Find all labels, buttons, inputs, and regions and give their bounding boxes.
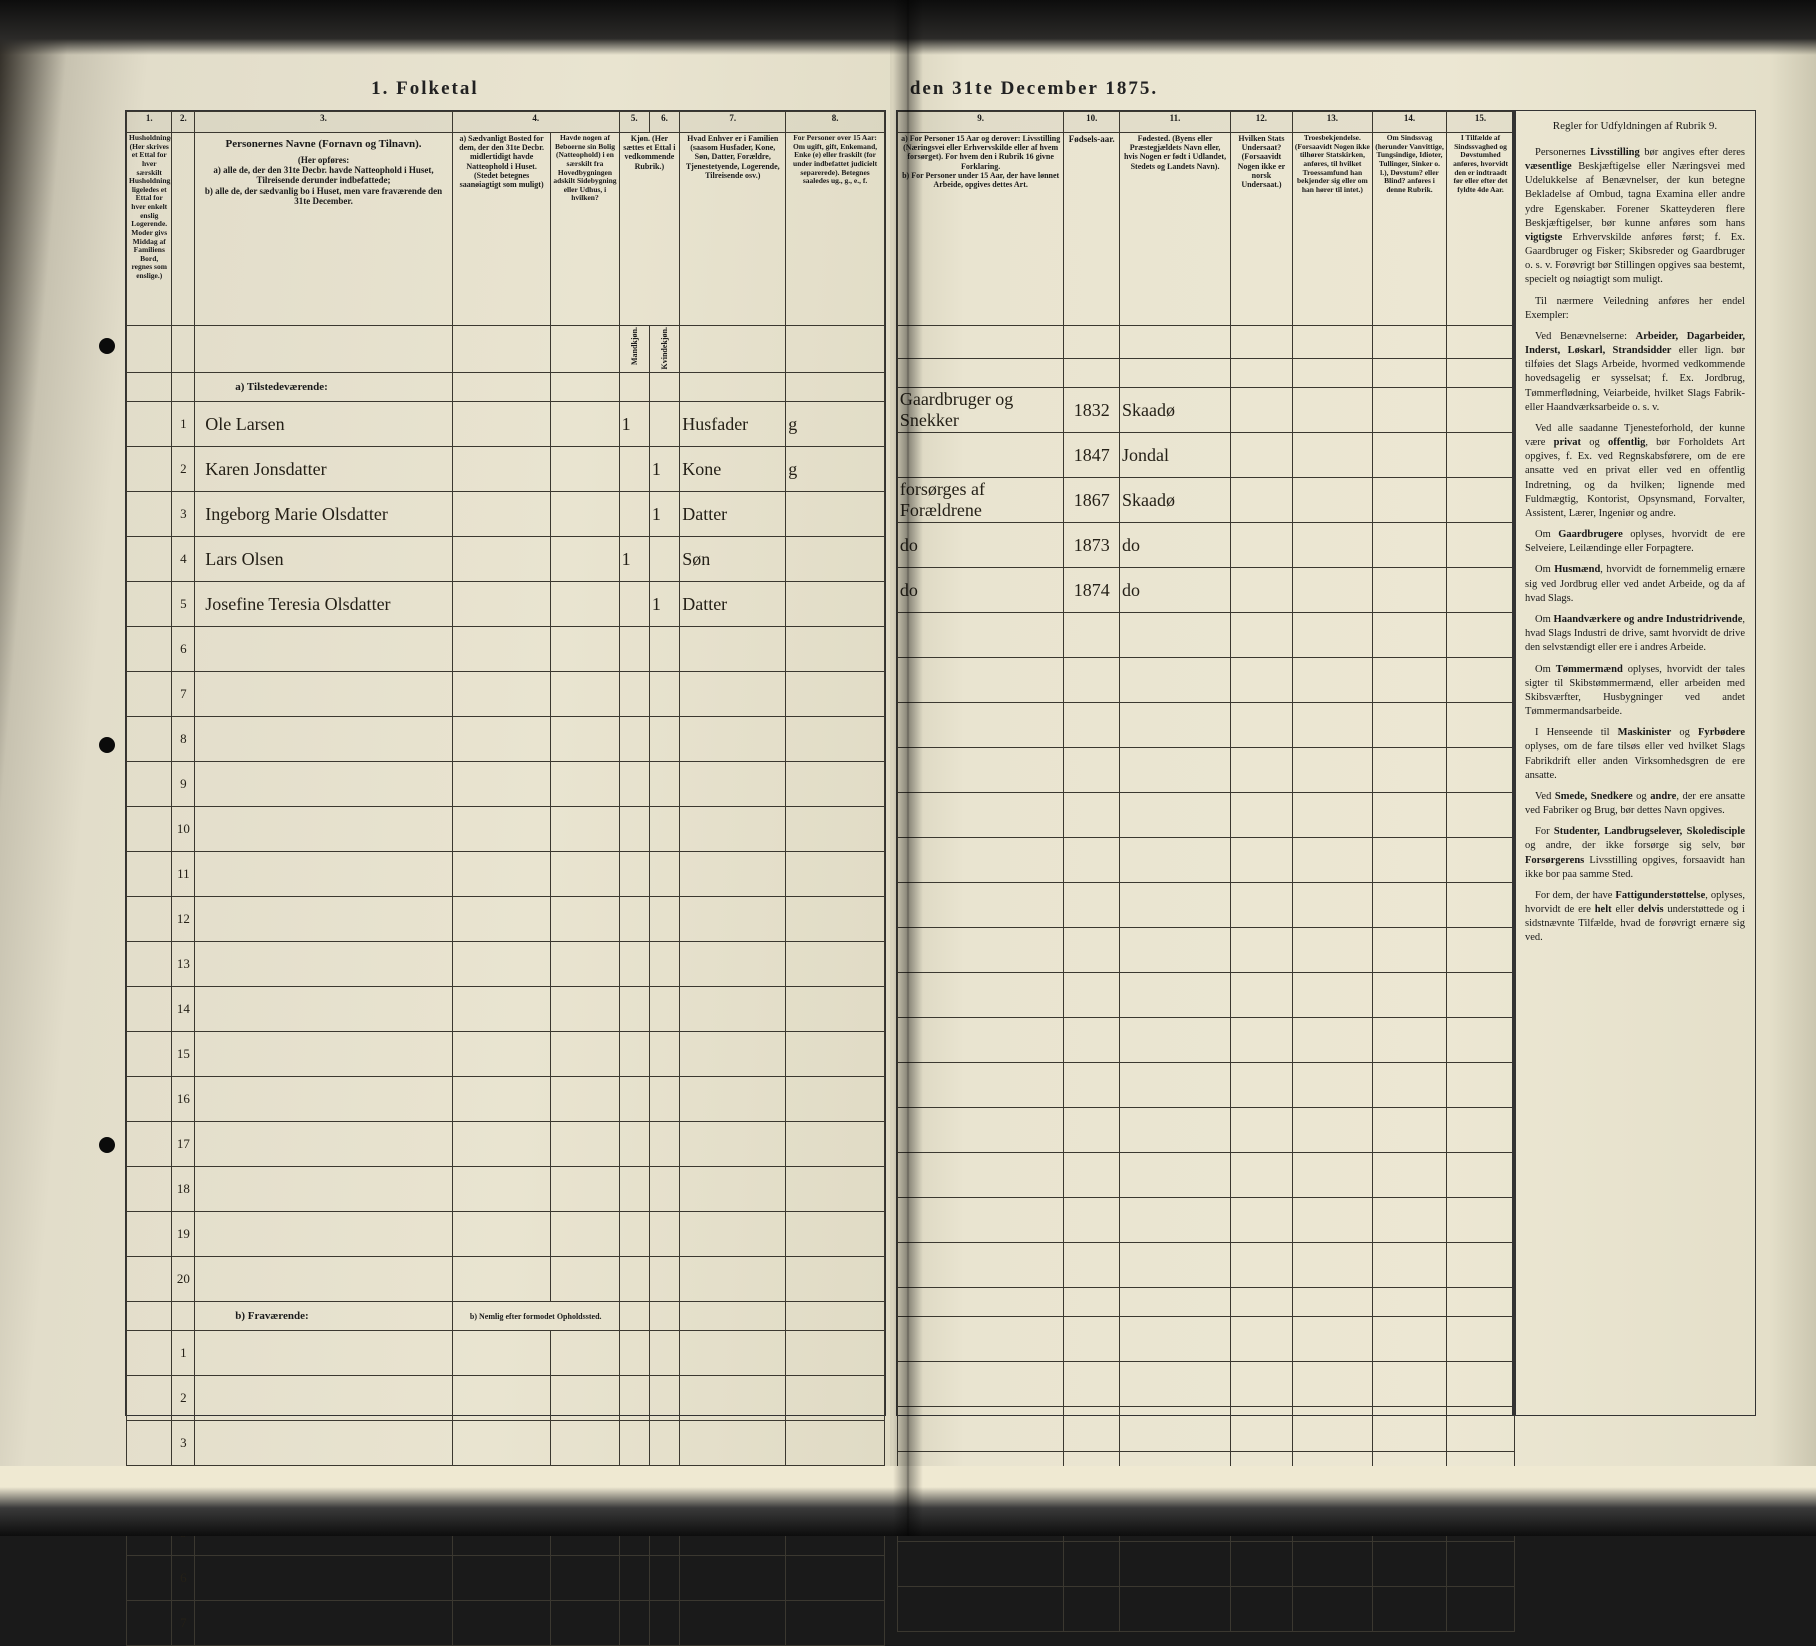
table-row <box>897 1108 1514 1153</box>
table-row: 17 <box>127 1122 885 1167</box>
header-c5: Havde nogen af Beboerne sin Bolig (Natte… <box>551 133 619 326</box>
section-a-head: a) Tilstedeværende: <box>127 373 885 402</box>
header-onset: I Tilfælde af Sindssvaghed og Døvstumhed… <box>1447 133 1515 326</box>
section-b-head: b) Fraværende:b) Nemlig efter formodet O… <box>127 1302 885 1331</box>
table-row <box>897 748 1514 793</box>
table-row <box>897 973 1514 1018</box>
header-row: Husholdninger. (Her skrives et Ettal for… <box>127 133 885 326</box>
header-names: Personernes Navne (Fornavn og Tilnavn). … <box>195 133 453 326</box>
table-row <box>897 613 1514 658</box>
instruction-para: Om Husmænd, hvorvidt de fornemmelig ernæ… <box>1525 563 1745 606</box>
table-row: 10 <box>127 807 885 852</box>
table-row <box>897 1063 1514 1108</box>
header-birthyear: Fødsels-aar. <box>1064 133 1120 326</box>
table-row: 13 <box>127 942 885 987</box>
table-row: 11 <box>127 852 885 897</box>
table-row <box>897 1317 1514 1362</box>
header-disability: Om Sindssvag (herunder Vanvittige, Tungs… <box>1373 133 1447 326</box>
census-table-right: 9. 10. 11. 12. 13. 14. 15. a) For Person… <box>896 110 1516 1416</box>
instruction-para: Ved alle saadanne Tjenesteforhold, der k… <box>1525 422 1745 521</box>
table-row: 19 <box>127 1212 885 1257</box>
instruction-para: Om Haandværkere og andre Industridrivend… <box>1525 613 1745 656</box>
table-row: 2Karen Jonsdatter1Koneg <box>127 447 885 492</box>
table-row: 2 <box>127 1376 885 1421</box>
table-row: 6 <box>127 1556 885 1601</box>
instruction-para: Ved Smede, Snedkere og andre, der ere an… <box>1525 790 1745 818</box>
header-c2 <box>172 133 195 326</box>
table-row <box>897 1407 1514 1452</box>
table-row: 15 <box>127 1032 885 1077</box>
instruction-para: Ved Benævnelserne: Arbeider, Dagarbeider… <box>1525 330 1745 415</box>
table-row: 12 <box>127 897 885 942</box>
header-row: a) For Personer 15 Aar og derover: Livss… <box>897 133 1514 326</box>
instructions-column: 16. Regler for Udfyldningen af Rubrik 9.… <box>1512 110 1756 1416</box>
header-sex: Kjøn. (Her sættes et Ettal i vedkommende… <box>619 133 680 326</box>
table-row: Gaardbruger og Snekker1832Skaadø <box>897 388 1514 433</box>
instruction-para: Til nærmere Veiledning anføres her endel… <box>1525 295 1745 323</box>
table-row: 7 <box>127 1601 885 1646</box>
table-row: 14 <box>127 987 885 1032</box>
table-row: 20 <box>127 1257 885 1302</box>
table-row: 16 <box>127 1077 885 1122</box>
table-row: 5Josefine Teresia Olsdatter1Datter <box>127 582 885 627</box>
table-row: 1 <box>127 1331 885 1376</box>
subheader-row: Mandkjøn. Kvindekjøn. <box>127 326 885 373</box>
table-row: forsørges af Forældrene1867Skaadø <box>897 478 1514 523</box>
table-row: 3 <box>127 1421 885 1466</box>
header-c4: a) Sædvanligt Bosted for dem, der den 31… <box>452 133 551 326</box>
table-row <box>897 1362 1514 1407</box>
instruction-para: Personernes Livsstilling bør angives eft… <box>1525 146 1745 288</box>
binding-margin <box>95 0 120 1536</box>
instructions-heading: Regler for Udfyldningen af Rubrik 9. <box>1525 119 1745 134</box>
table-row <box>897 1153 1514 1198</box>
top-edge-shadow <box>0 0 1816 55</box>
page-title-left: 1. Folketal <box>0 78 850 100</box>
left-page: 1. Folketal 1. 2. 3. 4. 5. 6. 7. 8. <box>0 0 890 1536</box>
table-row <box>897 838 1514 883</box>
right-page: den 31te December 1875. 9. 10. 11. 12. 1… <box>890 0 1816 1536</box>
page-title-right: den 31te December 1875. <box>910 78 1816 100</box>
table-row: 18 <box>127 1167 885 1212</box>
table-row: do1874do <box>897 568 1514 613</box>
header-households: Husholdninger. (Her skrives et Ettal for… <box>127 133 172 326</box>
header-family: Hvad Enhver er i Familien (saasom Husfad… <box>680 133 786 326</box>
table-row <box>897 928 1514 973</box>
table-row: 9 <box>127 762 885 807</box>
instruction-para: I Henseende til Maskinister og Fyrbødere… <box>1525 726 1745 783</box>
instruction-para: Om Tømmermænd oplyses, hvorvidt der tale… <box>1525 663 1745 720</box>
census-spread: 1. Folketal 1. 2. 3. 4. 5. 6. 7. 8. <box>0 0 1816 1536</box>
table-row <box>897 1243 1514 1288</box>
column-number-row: 1. 2. 3. 4. 5. 6. 7. 8. <box>127 112 885 133</box>
instruction-para: Om Gaardbrugere oplyses, hvorvidt de ere… <box>1525 528 1745 556</box>
table-row: 1847Jondal <box>897 433 1514 478</box>
instruction-para: For Studenter, Landbrugselever, Skoledis… <box>1525 825 1745 882</box>
table-row: 6 <box>127 627 885 672</box>
table-row <box>897 1198 1514 1243</box>
bottom-edge-shadow <box>0 1466 1816 1536</box>
column-number-row: 9. 10. 11. 12. 13. 14. 15. <box>897 112 1514 133</box>
instruction-para: For dem, der have Fattigunderstøttelse, … <box>1525 889 1745 946</box>
header-birthplace: Fødested. (Byens eller Præstegjældets Na… <box>1120 133 1231 326</box>
table-row <box>897 703 1514 748</box>
table-row: 7 <box>127 672 885 717</box>
table-row: 3Ingeborg Marie Olsdatter1Datter <box>127 492 885 537</box>
census-table-left: 1. 2. 3. 4. 5. 6. 7. 8. Husholdninger. (… <box>125 110 886 1416</box>
table-row <box>897 793 1514 838</box>
table-row: do1873do <box>897 523 1514 568</box>
header-state: Hvilken Stats Undersaat? (Forsaavidt Nog… <box>1231 133 1293 326</box>
section-b-head-right <box>897 1288 1514 1317</box>
header-civil: For Personer over 15 Aar: Om ugift, gift… <box>786 133 885 326</box>
table-row <box>897 1542 1514 1587</box>
table-row <box>897 1018 1514 1063</box>
header-occupation: a) For Personer 15 Aar og derover: Livss… <box>897 133 1064 326</box>
section-a-head-right <box>897 359 1514 388</box>
table-row <box>897 658 1514 703</box>
table-row: 8 <box>127 717 885 762</box>
table-row: 4Lars Olsen1Søn <box>127 537 885 582</box>
table-row <box>897 883 1514 928</box>
table-row: 1Ole Larsen1Husfaderg <box>127 402 885 447</box>
header-faith: Troesbekjendelse. (Forsaavidt Nogen ikke… <box>1292 133 1372 326</box>
table-row <box>897 1587 1514 1632</box>
